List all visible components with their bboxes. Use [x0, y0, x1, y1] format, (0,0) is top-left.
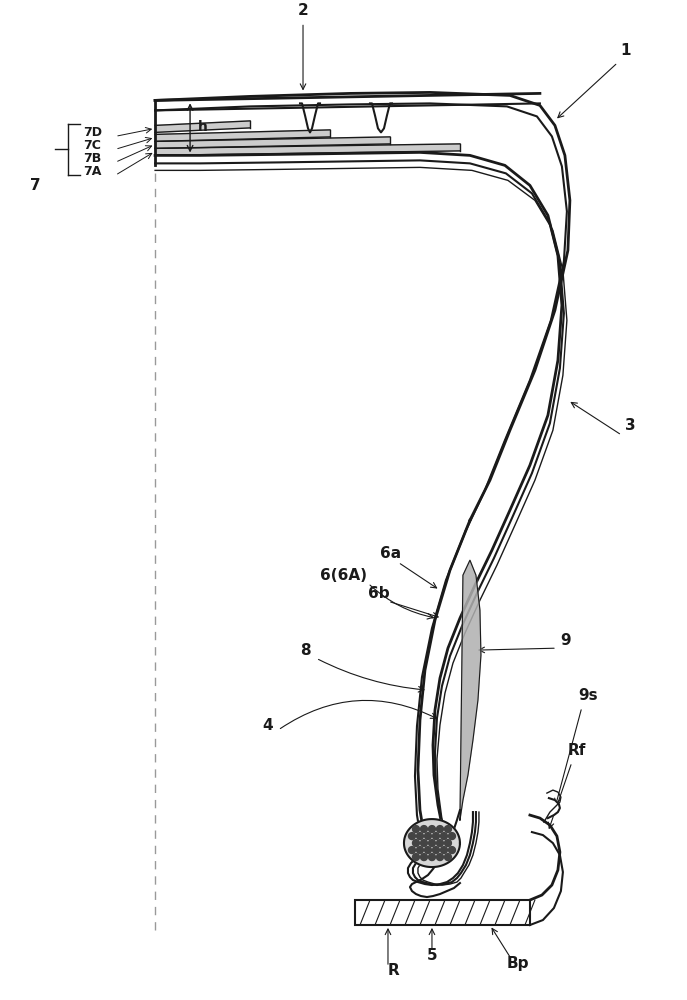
Text: 7: 7 [30, 178, 41, 193]
Polygon shape [420, 854, 427, 861]
Polygon shape [155, 137, 390, 148]
Polygon shape [355, 900, 530, 925]
Text: 6(6A): 6(6A) [320, 568, 367, 583]
Text: 2: 2 [297, 3, 308, 18]
Polygon shape [436, 826, 443, 833]
Polygon shape [420, 840, 427, 847]
Text: 7D: 7D [83, 126, 102, 139]
Text: 7B: 7B [83, 152, 102, 165]
Polygon shape [440, 833, 447, 840]
Polygon shape [429, 840, 436, 847]
Polygon shape [444, 854, 451, 861]
Polygon shape [409, 847, 416, 854]
Polygon shape [155, 121, 250, 132]
Polygon shape [420, 826, 427, 833]
Polygon shape [429, 826, 436, 833]
Polygon shape [548, 798, 560, 818]
Text: 7C: 7C [83, 139, 101, 152]
Polygon shape [409, 833, 416, 840]
Text: 9s: 9s [578, 688, 598, 703]
Text: 3: 3 [625, 418, 635, 433]
Polygon shape [444, 840, 451, 847]
Polygon shape [416, 847, 423, 854]
Text: Bp: Bp [507, 956, 530, 971]
Text: h: h [198, 120, 208, 134]
Polygon shape [433, 833, 440, 840]
Polygon shape [155, 130, 330, 141]
Polygon shape [416, 833, 423, 840]
Polygon shape [460, 560, 481, 820]
Polygon shape [449, 833, 455, 840]
Polygon shape [429, 854, 436, 861]
Text: 8: 8 [300, 643, 311, 658]
Polygon shape [425, 847, 431, 854]
Polygon shape [425, 833, 431, 840]
Text: 4: 4 [262, 718, 273, 733]
Text: R: R [388, 963, 400, 978]
Polygon shape [413, 826, 420, 833]
Polygon shape [436, 840, 443, 847]
Polygon shape [433, 847, 440, 854]
Polygon shape [449, 847, 455, 854]
Text: 9: 9 [560, 633, 570, 648]
Polygon shape [413, 840, 420, 847]
Polygon shape [440, 847, 447, 854]
Text: 1: 1 [620, 43, 631, 58]
Text: 7A: 7A [83, 165, 102, 178]
Polygon shape [444, 826, 451, 833]
Polygon shape [413, 854, 420, 861]
Text: 6b: 6b [368, 586, 390, 601]
Text: Rf: Rf [568, 743, 586, 758]
Text: 6a: 6a [380, 546, 401, 561]
Text: 5: 5 [427, 948, 437, 963]
Polygon shape [436, 854, 443, 861]
Polygon shape [404, 819, 460, 867]
Polygon shape [155, 144, 460, 155]
